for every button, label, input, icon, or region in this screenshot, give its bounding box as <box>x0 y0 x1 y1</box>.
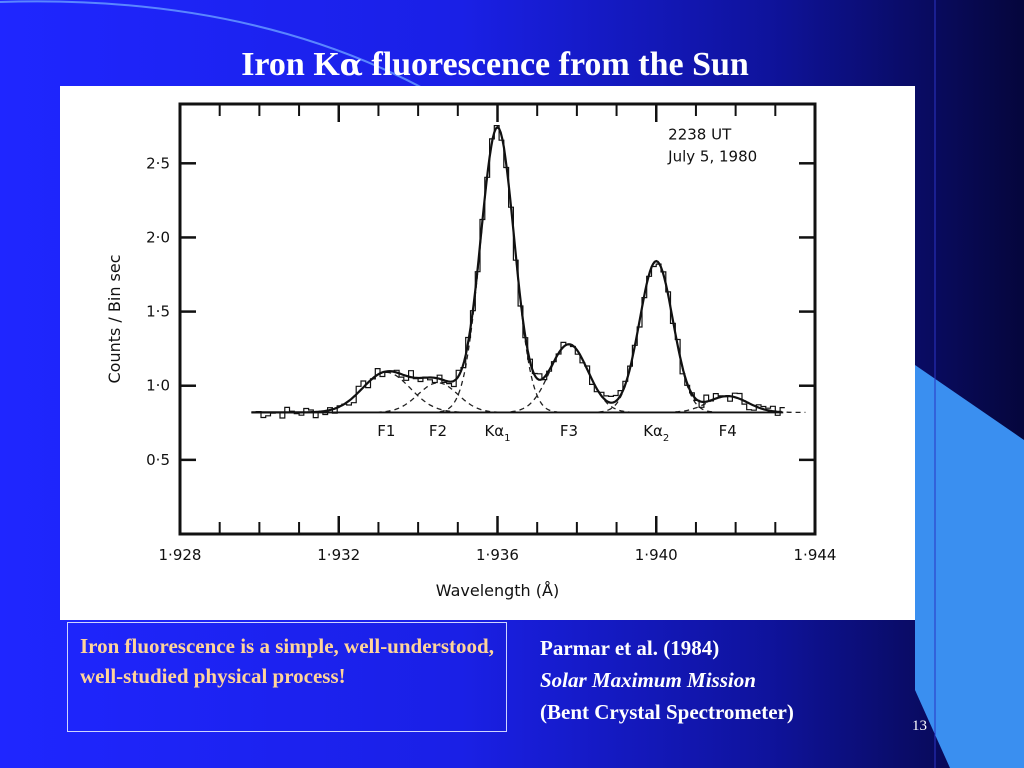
title-alpha: α <box>339 48 363 83</box>
reference-mission: Solar Maximum Mission <box>540 668 756 692</box>
spectrum-chart: 1·928 1·932 1·936 1·940 1·944 0·5 1·0 1·5 2·0 2·5… <box>105 102 836 600</box>
chart-ticks: 1·928 1·932 1·936 1·940 1·944 0·5 1·0 1·5 2·0 2·5 <box>146 104 836 564</box>
component-curve <box>589 260 722 414</box>
peak-label: Kα1 <box>484 422 510 444</box>
note-box: Iron fluorescence is a simple, well-unde… <box>67 622 507 732</box>
spectrum-figure: 1·928 1·932 1·936 1·940 1·944 0·5 1·0 1·5 2·0 2·5… <box>60 86 915 620</box>
peak-label: F3 <box>560 422 578 440</box>
y-tick-label: 2·5 <box>146 154 170 172</box>
plot-frame <box>178 102 817 536</box>
slide-title: Iron Kα fluorescence from the Sun <box>0 42 990 89</box>
x-tick-label: 1·928 <box>159 546 202 564</box>
chart-annotation: July 5, 1980 <box>667 148 757 166</box>
note-text: Iron fluorescence is a simple, well-unde… <box>80 634 494 688</box>
x-tick-label: 1·932 <box>317 546 360 564</box>
title-prefix: Iron K <box>241 46 340 83</box>
x-axis-label: Wavelength (Å) <box>436 581 559 600</box>
y-tick-label: 0·5 <box>146 451 170 469</box>
peak-label: F2 <box>429 422 447 440</box>
y-axis-label: Counts / Bin sec <box>105 254 124 383</box>
component-curve <box>430 126 563 413</box>
peak-label: Kα2 <box>643 422 669 444</box>
chart-frame <box>178 102 817 536</box>
y-tick-label: 1·0 <box>146 377 170 395</box>
decorative-accent-shape <box>915 365 1024 768</box>
y-tick-label: 2·0 <box>146 228 170 246</box>
chart-annotation: 2238 UT <box>668 126 732 144</box>
reference-block: Parmar et al. (1984) Solar Maximum Missi… <box>540 632 794 728</box>
chart-series <box>251 125 785 419</box>
peak-label: F4 <box>719 422 737 440</box>
component-curve <box>492 343 644 414</box>
peak-label-subscript: 2 <box>663 433 669 444</box>
peak-label: F1 <box>377 422 395 440</box>
fit-curve <box>251 125 782 414</box>
peak-label-subscript: 1 <box>504 433 510 444</box>
reference-authors: Parmar et al. (1984) <box>540 636 720 660</box>
page-number: 13 <box>912 718 927 734</box>
chart-labels: Wavelength (Å) Counts / Bin sec 2238 UT Jul… <box>105 126 757 600</box>
x-tick-label: 1·944 <box>794 546 837 564</box>
x-tick-label: 1·940 <box>635 546 678 564</box>
reference-instrument: (Bent Crystal Spectrometer) <box>540 700 794 724</box>
x-tick-label: 1·936 <box>476 546 519 564</box>
component-curve <box>358 382 516 414</box>
component-curve <box>648 395 806 414</box>
y-tick-label: 1·5 <box>146 303 170 321</box>
title-suffix: fluorescence from the Sun <box>362 46 749 83</box>
decorative-arc <box>0 0 431 93</box>
